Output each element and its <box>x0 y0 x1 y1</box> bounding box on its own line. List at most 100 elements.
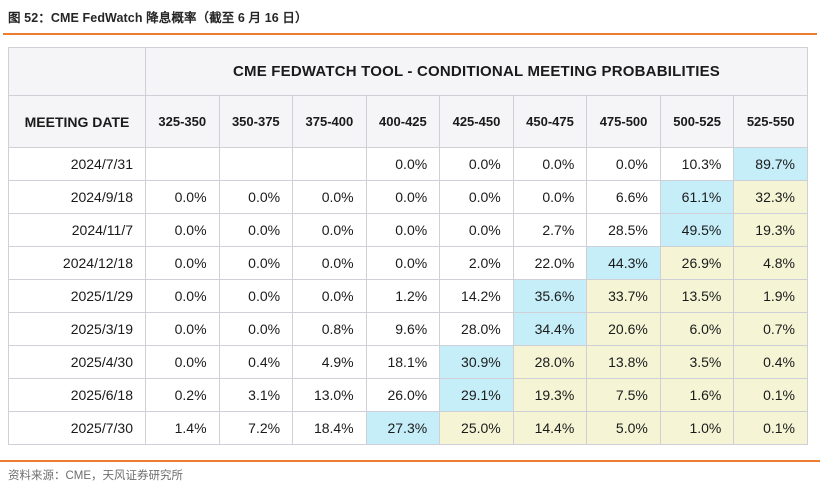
probability-cell: 0.0% <box>218 180 294 214</box>
probability-cell: 0.8% <box>292 312 367 346</box>
probability-cell: 10.3% <box>659 147 735 181</box>
probability-cell: 89.7% <box>733 147 808 181</box>
probability-cell: 49.5% <box>659 213 735 247</box>
table-row: 2024/7/31 0.0% 0.0% 0.0% 0.0% 10.3% 89.7% <box>8 147 808 181</box>
probability-cell: 14.4% <box>512 411 588 445</box>
probability-cell: 61.1% <box>659 180 735 214</box>
corner-cell <box>8 47 146 96</box>
probability-cell <box>145 147 220 181</box>
table-banner: CME FEDWATCH TOOL - CONDITIONAL MEETING … <box>145 47 808 96</box>
range-header: 500-525 <box>659 95 735 148</box>
table-row: 2025/6/18 0.2% 3.1% 13.0% 26.0% 29.1% 19.3% 7.5… <box>8 378 808 412</box>
meeting-date-cell: 2025/7/30 <box>8 411 146 445</box>
probability-cell: 1.2% <box>365 279 441 313</box>
probability-cell: 0.0% <box>365 147 441 181</box>
range-header: 450-475 <box>512 95 588 148</box>
probability-cell: 0.7% <box>733 312 808 346</box>
meeting-date-cell: 2024/7/31 <box>8 147 146 181</box>
probability-cell: 13.0% <box>292 378 367 412</box>
table-row: 2024/11/7 0.0% 0.0% 0.0% 0.0% 0.0% 2.7% 28.5% 49… <box>8 213 808 247</box>
probability-cell: 22.0% <box>512 246 588 280</box>
probability-cell: 32.3% <box>733 180 808 214</box>
probability-cell: 13.8% <box>586 345 661 379</box>
probability-cell: 9.6% <box>365 312 441 346</box>
title-underline <box>3 33 817 35</box>
probability-cell: 0.0% <box>218 312 294 346</box>
meeting-date-cell: 2025/6/18 <box>8 378 146 412</box>
probability-cell: 0.0% <box>292 180 367 214</box>
probability-cell: 0.0% <box>365 180 441 214</box>
probability-cell: 0.0% <box>292 246 367 280</box>
probability-cell: 0.0% <box>145 213 220 247</box>
probability-cell: 0.0% <box>218 279 294 313</box>
probability-cell: 6.6% <box>586 180 661 214</box>
probability-cell: 34.4% <box>512 312 588 346</box>
report-figure: 图 52：CME FedWatch 降息概率（截至 6 月 16 日） CME … <box>0 11 820 482</box>
probability-cell: 0.0% <box>145 312 220 346</box>
range-header: 375-400 <box>292 95 367 148</box>
probability-cell: 44.3% <box>586 246 661 280</box>
probability-cell: 0.1% <box>733 411 808 445</box>
probability-cell: 0.2% <box>145 378 220 412</box>
probability-cell: 14.2% <box>439 279 514 313</box>
probability-cell: 0.0% <box>218 213 294 247</box>
probability-cell: 35.6% <box>512 279 588 313</box>
source-divider <box>0 460 820 462</box>
source-note: 资料来源：CME，天风证券研究所 <box>8 470 184 482</box>
probability-cell: 28.0% <box>439 312 514 346</box>
fedwatch-probability-table: CME FEDWATCH TOOL - CONDITIONAL MEETING … <box>8 47 808 445</box>
probability-cell: 3.1% <box>218 378 294 412</box>
range-header: 475-500 <box>586 95 661 148</box>
probability-cell: 4.8% <box>733 246 808 280</box>
meeting-date-cell: 2024/12/18 <box>8 246 146 280</box>
table-row: 2025/1/29 0.0% 0.0% 0.0% 1.2% 14.2% 35.6% 33.7%… <box>8 279 808 313</box>
table-row: 2025/3/19 0.0% 0.0% 0.8% 9.6% 28.0% 34.4% 20.6%… <box>8 312 808 346</box>
probability-cell <box>218 147 294 181</box>
probability-cell: 0.0% <box>439 213 514 247</box>
range-header: 525-550 <box>733 95 808 148</box>
probability-cell: 0.0% <box>292 279 367 313</box>
probability-cell: 26.9% <box>659 246 735 280</box>
meeting-date-cell: 2025/1/29 <box>8 279 146 313</box>
probability-cell: 0.4% <box>218 345 294 379</box>
probability-cell: 0.0% <box>439 147 514 181</box>
probability-cell: 19.3% <box>733 213 808 247</box>
probability-cell: 2.0% <box>439 246 514 280</box>
probability-cell: 0.0% <box>292 213 367 247</box>
meeting-date-cell: 2025/4/30 <box>8 345 146 379</box>
probability-cell: 33.7% <box>586 279 661 313</box>
probability-cell: 25.0% <box>439 411 514 445</box>
probability-cell: 19.3% <box>512 378 588 412</box>
table-row: 2025/4/30 0.0% 0.4% 4.9% 18.1% 30.9% 28.0% 13.8… <box>8 345 808 379</box>
probability-cell: 0.4% <box>733 345 808 379</box>
probability-cell: 30.9% <box>439 345 514 379</box>
probability-cell: 27.3% <box>365 411 441 445</box>
probability-cell: 0.0% <box>586 147 661 181</box>
meeting-date-cell: 2025/3/19 <box>8 312 146 346</box>
probability-cell: 5.0% <box>586 411 661 445</box>
probability-cell: 0.0% <box>145 279 220 313</box>
range-header: 350-375 <box>218 95 294 148</box>
probability-cell: 0.0% <box>365 213 441 247</box>
meeting-date-cell: 2024/9/18 <box>8 180 146 214</box>
probability-cell: 13.5% <box>659 279 735 313</box>
probability-cell: 3.5% <box>659 345 735 379</box>
probability-cell <box>292 147 367 181</box>
probability-cell: 0.0% <box>145 345 220 379</box>
probability-cell: 1.9% <box>733 279 808 313</box>
probability-cell: 18.1% <box>365 345 441 379</box>
table-row: 2024/9/18 0.0% 0.0% 0.0% 0.0% 0.0% 0.0% 6.6% 61.… <box>8 180 808 214</box>
probability-cell: 0.1% <box>733 378 808 412</box>
probability-cell: 1.0% <box>659 411 735 445</box>
probability-cell: 0.0% <box>218 246 294 280</box>
probability-cell: 4.9% <box>292 345 367 379</box>
probability-cell: 29.1% <box>439 378 514 412</box>
range-header: 425-450 <box>439 95 514 148</box>
meeting-date-header: MEETING DATE <box>8 95 146 148</box>
banner-row: CME FEDWATCH TOOL - CONDITIONAL MEETING … <box>8 47 808 96</box>
probability-cell: 0.0% <box>439 180 514 214</box>
probability-cell: 0.0% <box>365 246 441 280</box>
probability-cell: 7.2% <box>218 411 294 445</box>
range-header: 400-425 <box>365 95 441 148</box>
column-header-row: MEETING DATE 325-350 350-375 375-400 400-42… <box>8 95 808 148</box>
